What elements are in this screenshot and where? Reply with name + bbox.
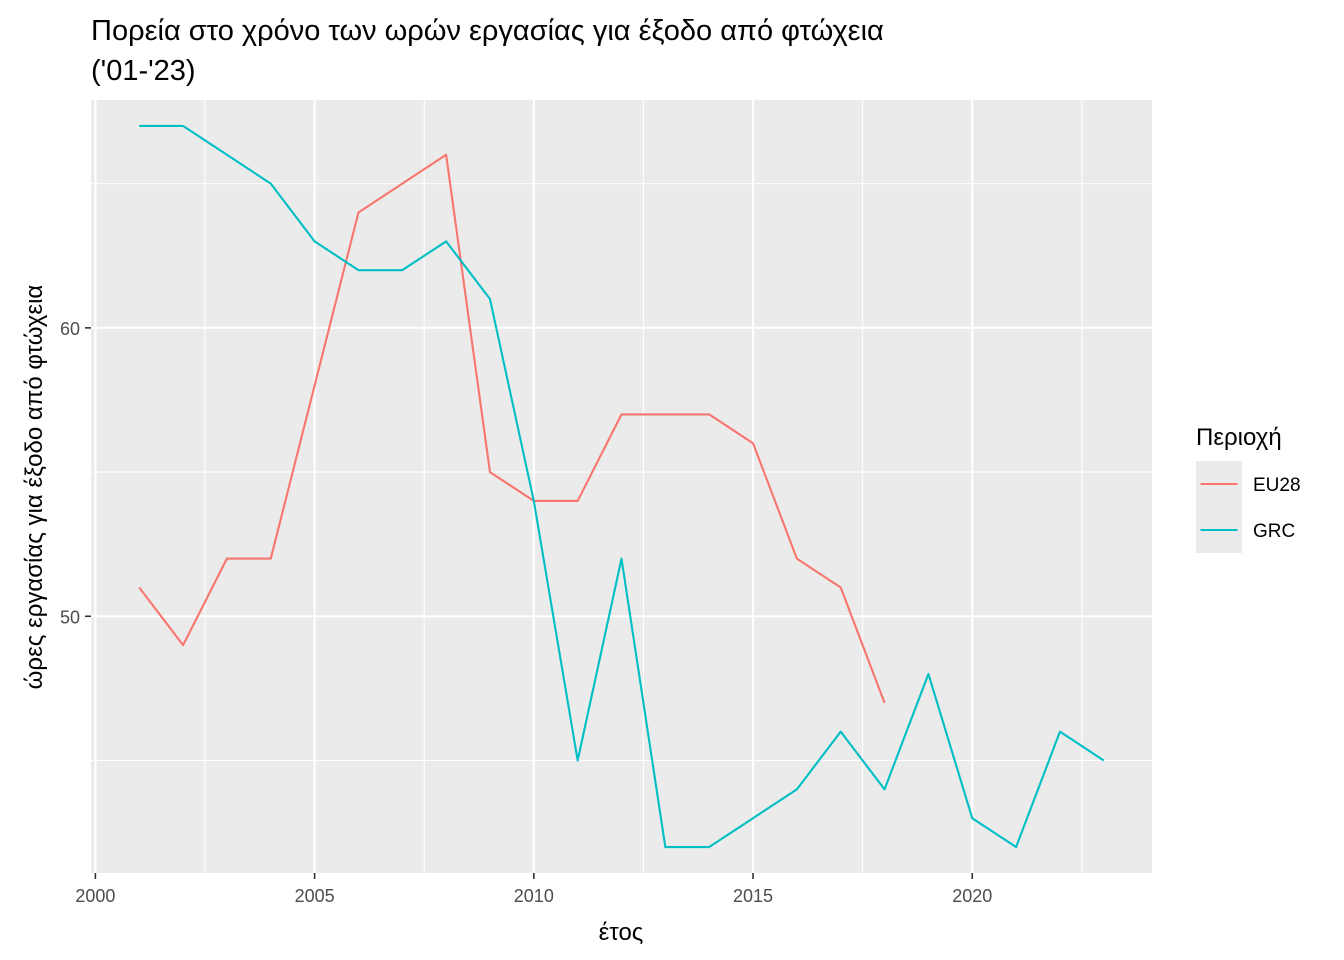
y-tick-label: 60: [60, 319, 80, 339]
y-axis-label: ώρες εργασίας για έξοδο από φτώχεια: [21, 285, 48, 690]
x-tick-label: 2020: [952, 886, 992, 906]
x-axis-label: έτος: [599, 919, 644, 946]
legend: Περιοχή EU28 GRC: [1196, 424, 1301, 553]
series-line-eu28: [138, 153, 886, 704]
legend-items: EU28 GRC: [1196, 461, 1301, 553]
x-tick-label: 2010: [514, 886, 554, 906]
y-tick-label: 50: [60, 607, 80, 627]
legend-label-grc: GRC: [1253, 521, 1295, 542]
minor-grid: [91, 100, 1152, 873]
plot-panel: [91, 100, 1152, 873]
x-tick-label: 2000: [75, 886, 115, 906]
series-layer: [138, 124, 1105, 849]
chart-title-line-1: Πορεία στο χρόνο των ωρών εργασίας για έ…: [91, 15, 884, 47]
chart-title-line-2: ('01-'23): [91, 55, 196, 87]
legend-label-eu28: EU28: [1253, 475, 1301, 496]
legend-title: Περιοχή: [1196, 424, 1282, 451]
axis-ticks: 2000 2005 2010 2015 2020 50 60: [60, 319, 992, 906]
x-tick-label: 2005: [295, 886, 335, 906]
x-tick-label: 2015: [733, 886, 773, 906]
major-grid: [91, 100, 1152, 873]
series-line-grc: [139, 124, 1105, 849]
